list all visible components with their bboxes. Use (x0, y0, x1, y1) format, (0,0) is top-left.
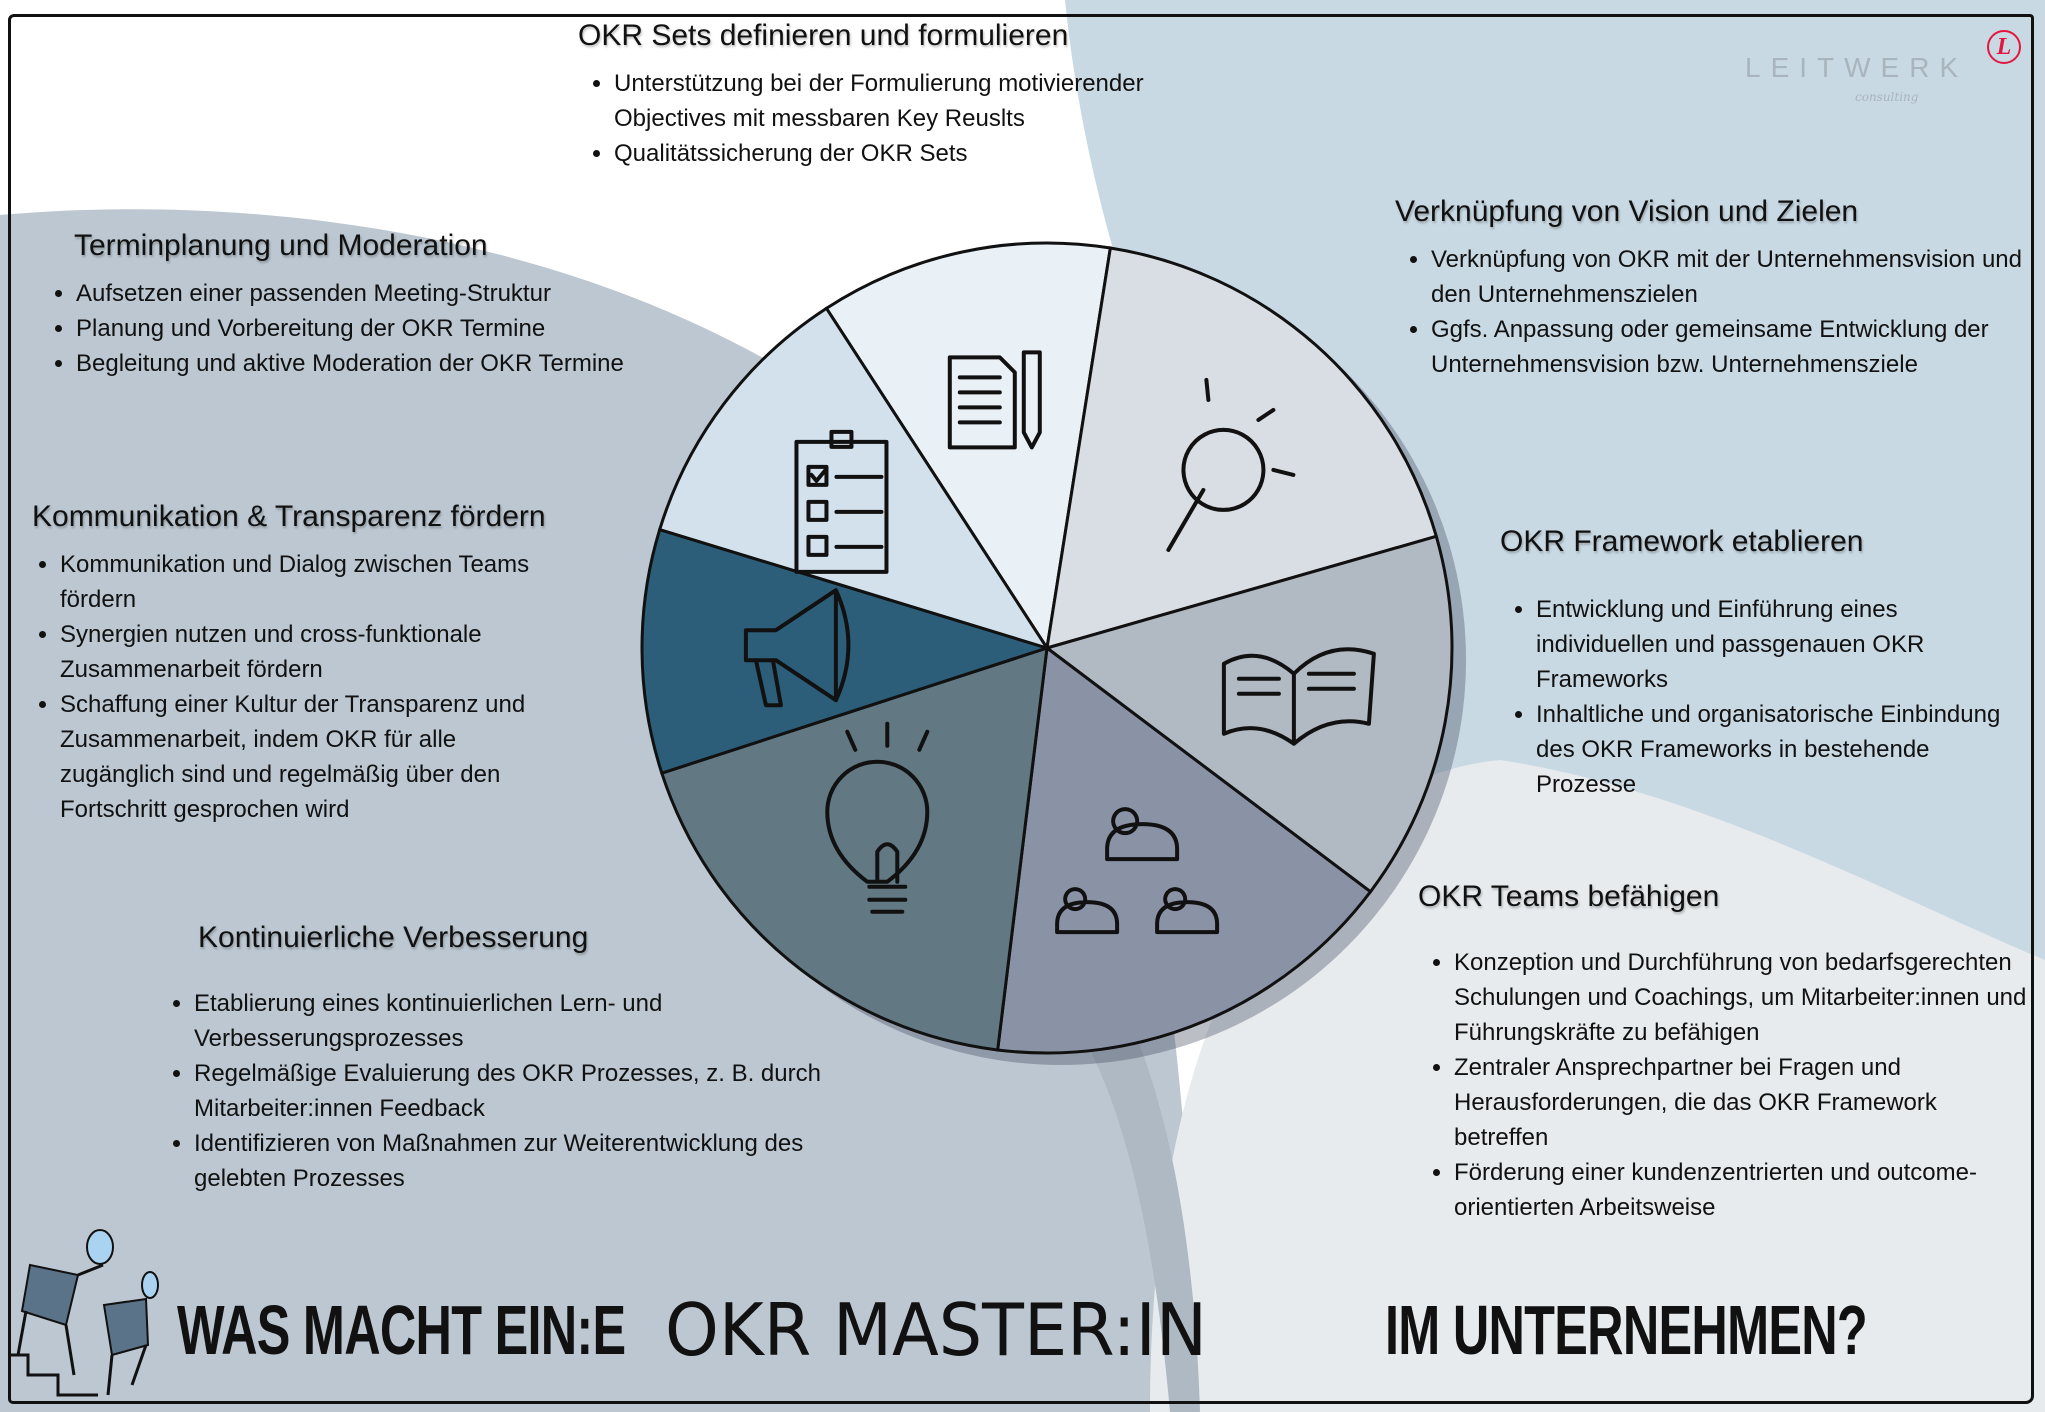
bullet: Begleitung und aktive Moderation der OKR… (76, 346, 676, 381)
background-shape (1065, 0, 2045, 975)
bullet: Planung und Vorbereitung der OKR Termine (76, 311, 676, 346)
section-heading: Kontinuierliche Verbesserung (198, 921, 589, 954)
title-part-2: OKR MASTER:IN (665, 1288, 1207, 1372)
bullet: Kommunikation und Dialog zwischen Teams … (60, 547, 560, 617)
magnifier-icon (1166, 377, 1296, 552)
bullet: Aufsetzen einer passenden Meeting-Strukt… (76, 276, 676, 311)
bullet: Konzeption und Durchführung von bedarfsg… (1454, 945, 2029, 1050)
climbing-people-illustration (8, 1229, 159, 1397)
section-heading: Terminplanung und Moderation (74, 229, 488, 262)
pie-slice-verbesserung (659, 645, 1049, 1052)
section-verbesserung: Kontinuierliche Verbesserung Etablierung… (158, 918, 858, 1196)
section-okr-sets: OKR Sets definieren und formulieren Unte… (578, 16, 1178, 171)
section-heading: OKR Teams befähigen (1418, 880, 1720, 913)
bullet: Regelmäßige Evaluierung des OKR Prozesse… (194, 1056, 854, 1126)
section-heading: Kommunikation & Transparenz fördern (32, 500, 546, 533)
pie-slice-kommunikation (640, 527, 1052, 776)
leitwerk-logo: LEITWERK consulting L (1745, 30, 2025, 108)
bullet: Zentraler Ansprechpartner bei Fragen und… (1454, 1050, 2029, 1155)
people-icon (1055, 807, 1220, 935)
section-framework: OKR Framework etablieren Entwicklung und… (1500, 522, 2010, 802)
bullet: Identifizieren von Maßnahmen zur Weitere… (194, 1126, 854, 1196)
bullet: Unterstützung bei der Formulierung motiv… (614, 66, 1174, 136)
bullet: Synergien nutzen und cross-funktionale Z… (60, 617, 560, 687)
section-kommunikation: Kommunikation & Transparenz fördern Komm… (24, 497, 664, 827)
bullet: Etablierung eines kontinuierlichen Lern-… (194, 986, 854, 1056)
title-part-3: IM UNTERNEHMEN? (1385, 1291, 1868, 1369)
open-book-icon (1221, 647, 1376, 746)
section-heading: OKR Framework etablieren (1500, 525, 1864, 558)
section-teams: OKR Teams befähigen Konzeption und Durch… (1418, 877, 2026, 1225)
megaphone-icon (743, 588, 851, 708)
lightbulb-icon (825, 721, 930, 914)
clipboard-checklist-icon (794, 429, 889, 574)
section-terminplanung: Terminplanung und Moderation Aufsetzen e… (40, 226, 680, 381)
section-verknuepfung: Verknüpfung von Vision und Zielen Verknü… (1395, 192, 2022, 382)
section-heading: Verknüpfung von Vision und Zielen (1395, 195, 1859, 228)
logo-subtitle: consulting (1855, 90, 1919, 104)
documents-pencil-icon (947, 350, 1042, 450)
background-shape (1150, 760, 2045, 1412)
bullet: Entwicklung und Einführung eines individ… (1536, 592, 2006, 697)
bullet: Schaffung einer Kultur der Transparenz u… (60, 687, 560, 827)
background-shape (1090, 1000, 1200, 1412)
pie-slice-verknuepfung (1045, 246, 1439, 651)
bullet: Qualitätssicherung der OKR Sets (614, 136, 1174, 171)
bullet: Ggfs. Anpassung oder gemeinsame Entwickl… (1431, 312, 2031, 382)
pie-slice-teams (995, 645, 1373, 1055)
bullet: Verknüpfung von OKR mit der Unternehmens… (1431, 242, 2031, 312)
title-part-1: WAS MACHT EIN:E (177, 1291, 626, 1369)
bullet: Förderung einer kundenzentrierten und ou… (1454, 1155, 2029, 1225)
logo-mark-icon: L (1987, 30, 2021, 64)
logo-text: LEITWERK (1745, 52, 1969, 83)
section-heading: OKR Sets definieren und formulieren (578, 19, 1069, 52)
bullet: Inhaltliche und organisatorische Einbind… (1536, 697, 2006, 802)
pie-slice-framework (1043, 534, 1454, 894)
